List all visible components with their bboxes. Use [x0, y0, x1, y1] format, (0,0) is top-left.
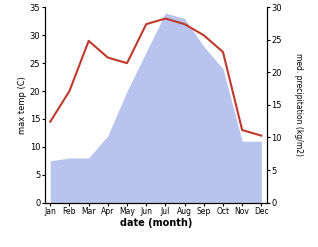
Y-axis label: max temp (C): max temp (C) [18, 76, 27, 134]
Y-axis label: med. precipitation (kg/m2): med. precipitation (kg/m2) [294, 53, 303, 157]
X-axis label: date (month): date (month) [120, 219, 192, 228]
